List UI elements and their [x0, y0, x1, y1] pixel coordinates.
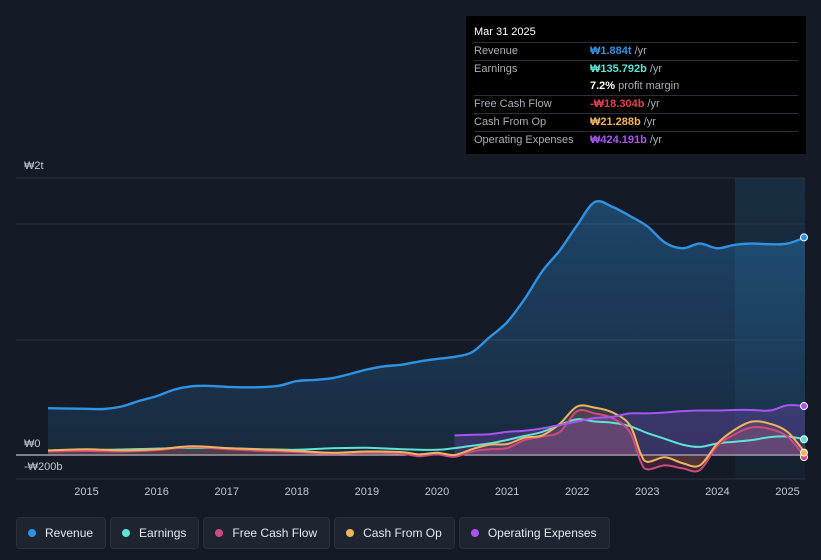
legend-label: Revenue [45, 526, 94, 540]
legend-label: Operating Expenses [487, 526, 597, 540]
tooltip-label: Free Cash Flow [474, 98, 552, 110]
legend: Revenue Earnings Free Cash Flow Cash From O… [16, 517, 610, 549]
operating-expenses-endpoint [800, 402, 808, 411]
tooltip-label: Operating Expenses [474, 134, 574, 146]
free-cash-flow-area [48, 409, 805, 472]
x-tick-label: 2022 [565, 486, 589, 498]
tooltip-row: Cash From Op ₩21.288b/yr [474, 113, 798, 131]
tooltip-value: 7.2% [590, 80, 616, 92]
earnings-endpoint [800, 435, 808, 444]
x-tick-label: 2016 [144, 486, 168, 498]
tooltip-row: 7.2% profit margin [474, 78, 798, 95]
chart-area: ₩2t ₩0 -₩200b 2015 2016 2017 2018 2019 2020 2021 2… [16, 160, 808, 498]
operating-expenses-line [454, 404, 806, 437]
tooltip-value: ₩21.288b [590, 116, 641, 128]
revenue-line [47, 199, 806, 411]
free-cash-flow-line [47, 409, 806, 473]
x-tick-label: 2024 [705, 486, 729, 498]
tooltip-value: ₩135.792b [590, 63, 647, 75]
legend-item-revenue[interactable]: Revenue [16, 517, 107, 549]
tooltip-unit: /yr [649, 134, 663, 146]
y-axis-label: ₩0 [24, 438, 41, 450]
y-axis-label: -₩200b [24, 461, 63, 473]
x-tick-label: 2025 [775, 486, 799, 498]
legend-dot-icon [122, 529, 131, 537]
revenue-area [48, 201, 805, 455]
tooltip-unit: profit margin [618, 80, 680, 92]
x-tick-label: 2018 [285, 486, 309, 498]
tooltip-label: Cash From Op [474, 116, 547, 128]
x-tick-label: 2015 [74, 486, 98, 498]
tooltip-label: Revenue [474, 45, 519, 57]
x-tick-label: 2017 [214, 486, 238, 498]
tooltip: Mar 31 2025 Revenue ₩1.884t/yr Earnings ₩13… [466, 16, 806, 154]
y-axis-label: ₩2t [24, 160, 44, 172]
tooltip-row: Operating Expenses ₩424.191b/yr [474, 131, 798, 149]
cash-from-op-endpoint [800, 448, 808, 457]
legend-dot-icon [470, 529, 479, 537]
legend-dot-icon [346, 529, 355, 537]
tooltip-value: -₩18.304b [590, 98, 645, 110]
revenue-endpoint [800, 233, 808, 242]
legend-label: Free Cash Flow [232, 526, 318, 540]
tooltip-row: Earnings ₩135.792b/yr [474, 60, 798, 78]
legend-dot-icon [28, 529, 36, 537]
x-tick-label: 2021 [495, 486, 519, 498]
x-tick-label: 2019 [355, 486, 379, 498]
cash-from-op-line [47, 404, 806, 468]
x-tick-label: 2020 [425, 486, 449, 498]
tooltip-row: Revenue ₩1.884t/yr [474, 42, 798, 60]
legend-item-operating-expenses[interactable]: Operating Expenses [458, 517, 610, 549]
x-tick-label: 2023 [635, 486, 659, 498]
tooltip-date: Mar 31 2025 [474, 26, 536, 38]
tooltip-label: Earnings [474, 63, 518, 75]
legend-item-free-cash-flow[interactable]: Free Cash Flow [203, 517, 331, 549]
legend-item-cash-from-op[interactable]: Cash From Op [334, 517, 455, 549]
legend-label: Earnings [139, 526, 187, 540]
tooltip-row: Free Cash Flow -₩18.304b/yr [474, 95, 798, 113]
tooltip-unit: /yr [634, 45, 647, 57]
tooltip-unit: /yr [643, 116, 656, 128]
tooltip-value: ₩1.884t [590, 45, 632, 57]
legend-dot-icon [215, 529, 224, 537]
legend-item-earnings[interactable]: Earnings [110, 517, 200, 549]
tooltip-unit: /yr [649, 63, 663, 75]
tooltip-unit: /yr [647, 98, 660, 110]
tooltip-value: ₩424.191b [590, 134, 647, 146]
legend-label: Cash From Op [363, 526, 442, 540]
